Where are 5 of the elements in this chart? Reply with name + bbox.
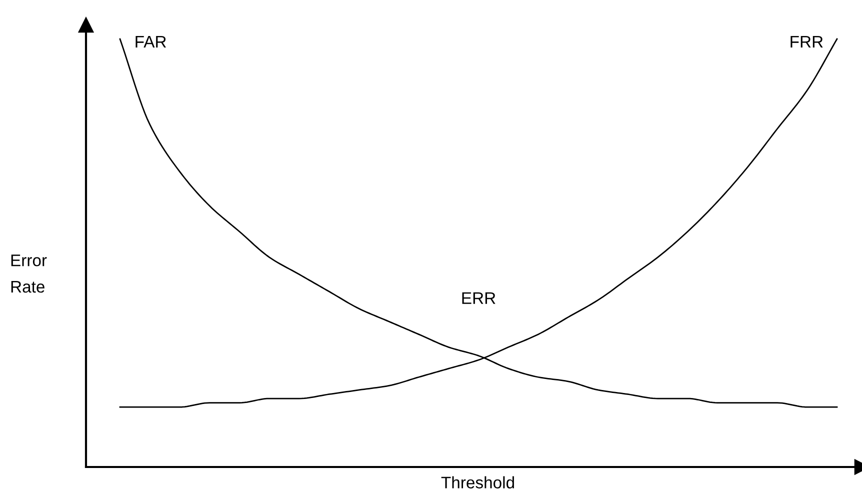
x-axis-title: Threshold xyxy=(441,476,514,488)
annotation: ERR xyxy=(462,292,496,304)
series-label: FRR xyxy=(790,36,823,48)
series-label: FAR xyxy=(136,36,166,48)
y-axis-title: Error Rate xyxy=(11,254,47,293)
